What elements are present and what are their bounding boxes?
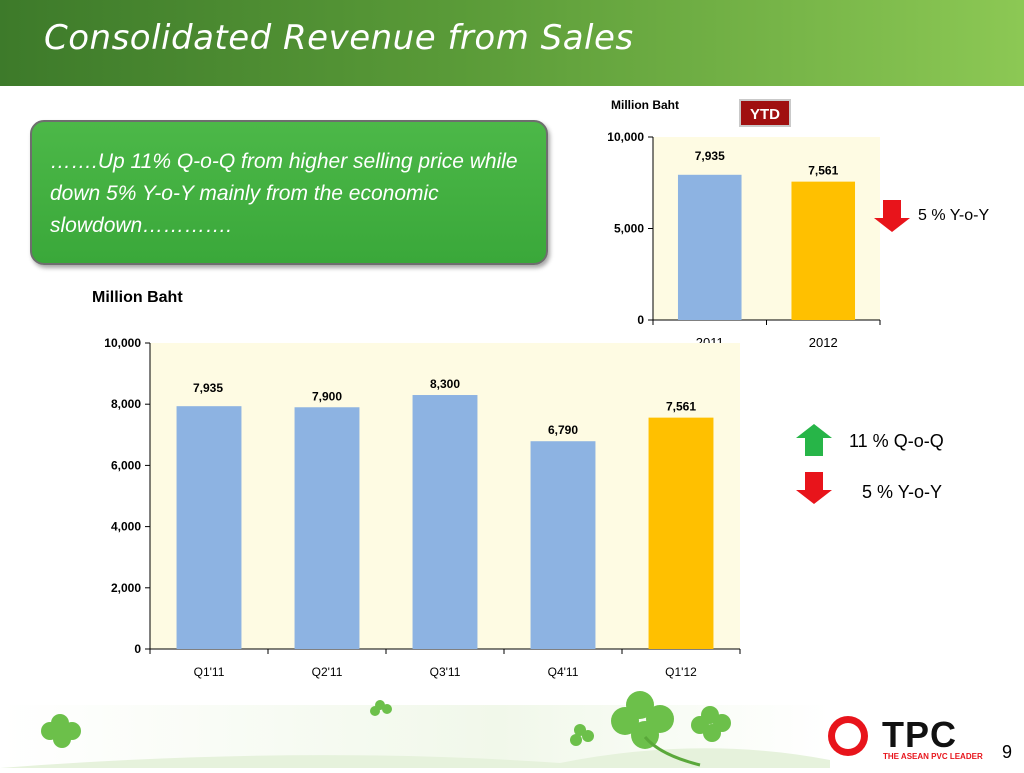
y-tick-label: 0 <box>637 313 644 327</box>
x-tick-label: Q1'11 <box>194 665 225 679</box>
data-label: 7,561 <box>808 164 838 178</box>
y-tick-label: 5,000 <box>614 222 644 236</box>
bar-2012 <box>791 181 856 320</box>
x-tick-label: Q4'11 <box>548 665 579 679</box>
clover-decoration <box>0 691 830 768</box>
slide-title: Consolidated Revenue from Sales <box>44 18 634 58</box>
x-tick-label: Q2'11 <box>312 665 343 679</box>
ytd-chart-unit-label: Million Baht <box>611 98 679 112</box>
bar-Q4'11 <box>530 441 596 649</box>
quarterly-chart-unit-label: Million Baht <box>92 289 183 306</box>
quarterly-revenue-chart: 0 2,000 4,000 6,000 8,000 10,000 7,935 Q1'11 7,9… <box>104 336 741 679</box>
tpc-logo: TPC THE ASEAN PVC LEADER <box>826 710 1004 768</box>
data-label: 7,935 <box>695 149 725 163</box>
callout-text: …….Up 11% Q-o-Q from higher selling pric… <box>50 150 518 237</box>
y-tick-label: 4,000 <box>111 520 141 534</box>
bar-Q1'11 <box>176 406 242 649</box>
up-arrow-icon <box>796 424 832 456</box>
qoq-text: 11 % Q-o-Q <box>849 431 944 451</box>
ytd-badge: YTD <box>739 99 791 127</box>
callout-box: …….Up 11% Q-o-Q from higher selling pric… <box>30 120 548 265</box>
data-label: 7,561 <box>666 400 696 414</box>
logo-text: TPC <box>882 714 957 755</box>
x-tick-label: Q3'11 <box>430 665 461 679</box>
page-number: 9 <box>1001 742 1012 762</box>
y-tick-label: 2,000 <box>111 581 141 595</box>
data-label: 8,300 <box>430 377 460 391</box>
bar-Q2'11 <box>294 407 360 649</box>
logo-tagline: THE ASEAN PVC LEADER <box>883 752 983 761</box>
y-tick-label: 8,000 <box>111 397 141 411</box>
down-arrow-icon <box>874 200 910 232</box>
data-label: 6,790 <box>548 423 578 437</box>
y-tick-label: 0 <box>134 642 141 656</box>
title-banner: Consolidated Revenue from Sales <box>0 0 1024 86</box>
data-label: 7,900 <box>312 389 342 403</box>
bar-Q1'12 <box>648 417 714 649</box>
x-tick-label: Q1'12 <box>665 665 697 679</box>
ytd-yoy-text: 5 % Y-o-Y <box>918 207 990 224</box>
down-arrow-icon <box>796 472 832 504</box>
y-tick-label: 6,000 <box>111 458 141 472</box>
bar-2011 <box>677 174 742 320</box>
yoy-text: 5 % Y-o-Y <box>862 482 943 502</box>
y-tick-label: 10,000 <box>104 336 141 350</box>
bar-Q3'11 <box>412 395 478 649</box>
data-label: 7,935 <box>193 381 223 395</box>
x-tick-label: 2012 <box>809 335 838 350</box>
y-tick-label: 10,000 <box>607 130 644 144</box>
